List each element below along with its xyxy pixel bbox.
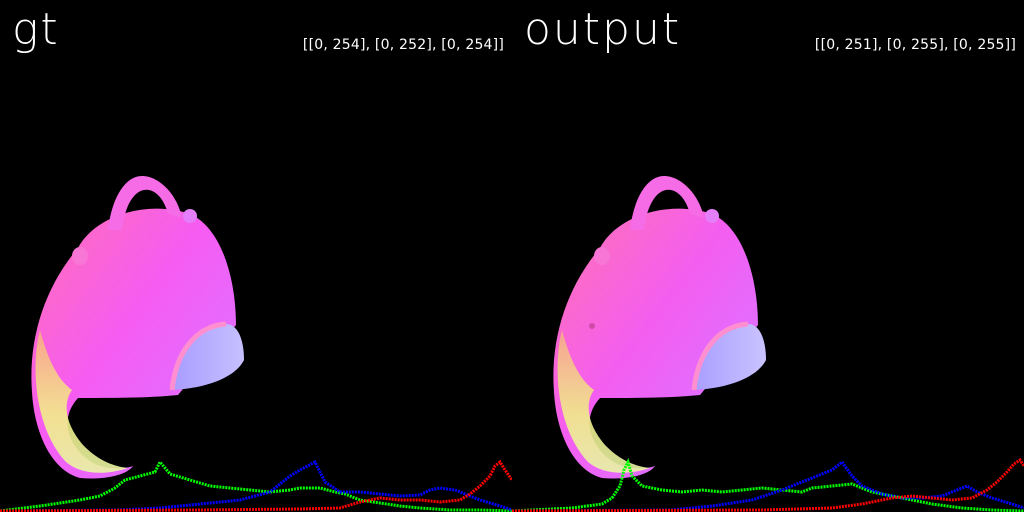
teapot-knob-left (594, 247, 610, 265)
output-title: output (524, 4, 682, 55)
gt-histogram-green (0, 459, 512, 512)
teapot-spout-shade (35, 330, 128, 473)
output-histogram-blue (512, 459, 1024, 512)
gt-value-range: [[0, 254], [0, 252], [0, 254]] (302, 37, 504, 53)
output-normal-map-image (512, 176, 1024, 512)
gt-title: gt (12, 4, 60, 55)
teapot-knob-right (705, 209, 719, 223)
output-histogram-red (512, 457, 1024, 512)
gt-normal-map-image (0, 176, 512, 512)
teapot-artifact-spot (589, 323, 595, 329)
teapot-opening (172, 324, 244, 390)
gt-histogram-red (0, 459, 512, 512)
teapot-knob-left (72, 247, 88, 265)
teapot-opening-rim (691, 321, 749, 391)
teapot-knob-right (183, 209, 197, 223)
teapot-handle (108, 176, 182, 230)
teapot-body (553, 208, 758, 479)
teapot-spout-shade (557, 330, 650, 473)
teapot-body (31, 208, 237, 479)
gt-histogram-blue (0, 459, 512, 512)
teapot-handle (630, 176, 704, 230)
teapot-opening-rim (169, 321, 227, 391)
output-panel: output [[0, 251], [0, 255], [0, 255]] (512, 0, 1024, 512)
teapot-opening (694, 324, 766, 390)
gt-panel: gt [[0, 254], [0, 252], [0, 254]] (0, 4, 512, 512)
output-value-range: [[0, 251], [0, 255], [0, 255]] (814, 37, 1016, 53)
